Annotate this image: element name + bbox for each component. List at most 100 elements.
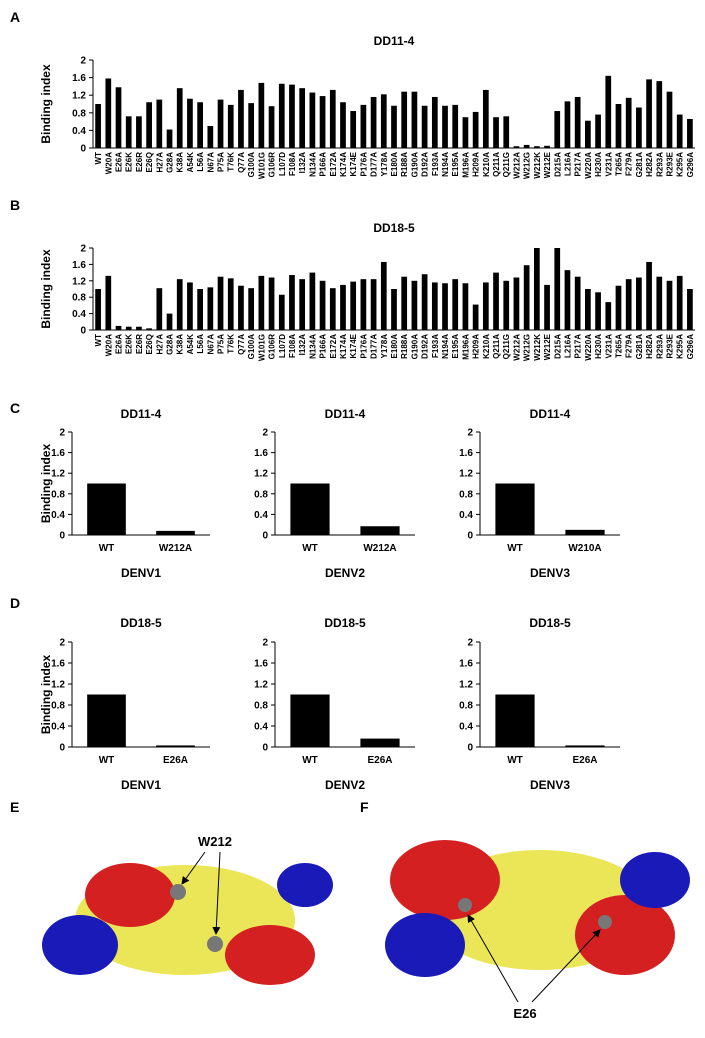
- y-tick-label: 0.4: [459, 510, 473, 521]
- bar: [350, 281, 357, 330]
- x-tick-label: E180A: [390, 334, 399, 359]
- bar: [625, 279, 632, 330]
- y-tick-label: 1.2: [254, 469, 268, 480]
- bar: [482, 282, 489, 330]
- x-tick-label: Q211G: [502, 334, 511, 359]
- x-tick-label: G106R: [268, 152, 277, 178]
- x-tick-label: R293A: [655, 334, 664, 359]
- x-tick-label: W212A: [159, 543, 192, 554]
- bar: [523, 265, 530, 330]
- y-tick-label: 1.6: [459, 659, 473, 670]
- bar: [125, 326, 132, 330]
- bar: [482, 89, 489, 148]
- bar: [615, 285, 622, 330]
- bar: [564, 101, 571, 148]
- x-tick-label: W212E: [543, 151, 552, 178]
- x-tick-label: E26A: [115, 334, 124, 354]
- bar: [299, 88, 306, 148]
- x-tick-label: E26A: [572, 755, 597, 766]
- bar: [564, 270, 571, 330]
- x-tick-label: Y178A: [380, 152, 389, 177]
- x-tick-label: P166A: [319, 334, 328, 359]
- y-tick-label: 0.4: [51, 510, 65, 521]
- bar: [227, 278, 234, 330]
- bar: [666, 91, 673, 148]
- x-tick-label: G296A: [686, 152, 695, 178]
- bar: [248, 288, 255, 330]
- y-tick-label: 0.8: [72, 293, 86, 304]
- x-tick-label: G190A: [410, 152, 419, 178]
- x-tick-label: T265A: [614, 334, 623, 358]
- x-tick-label: T265A: [614, 152, 623, 176]
- y-tick-label: 1.2: [459, 469, 473, 480]
- x-tick-label: W212A: [512, 152, 521, 179]
- y-tick-label: 1.2: [459, 680, 473, 691]
- y-tick-label: 0.4: [72, 126, 86, 137]
- x-tick-label: P217A: [574, 334, 583, 359]
- bar: [95, 104, 101, 148]
- bar: [493, 117, 499, 148]
- bar: [319, 280, 326, 330]
- y-tick-label: 1.2: [254, 680, 268, 691]
- bar: [544, 284, 550, 330]
- y-axis-label: Binding index: [39, 444, 53, 524]
- bar: [319, 96, 326, 148]
- x-tick-label: Y178A: [380, 334, 389, 359]
- bar: [258, 82, 265, 148]
- bar: [585, 289, 591, 330]
- x-tick-label: N67A: [206, 334, 215, 355]
- bar: [197, 289, 203, 330]
- bar: [533, 146, 540, 148]
- y-tick-label: 2: [59, 638, 65, 649]
- x-tick-label: G28A: [166, 334, 175, 355]
- bar: [656, 81, 663, 148]
- x-tick-label: Q77A: [237, 334, 246, 355]
- bar: [401, 276, 408, 330]
- y-tick-label: 1.6: [459, 448, 473, 459]
- y-axis-label: Binding index: [39, 249, 53, 329]
- bar: [666, 280, 673, 330]
- x-tick-label: A54K: [186, 152, 195, 173]
- x-tick-label: W101G: [257, 152, 266, 179]
- bar: [156, 745, 195, 747]
- x-axis-label: DENV2: [325, 566, 365, 580]
- y-tick-label: 0: [262, 743, 268, 754]
- x-tick-label: R293E: [665, 333, 674, 358]
- x-tick-label: E195A: [451, 152, 460, 177]
- bar: [574, 96, 581, 148]
- x-tick-label: F193A: [431, 334, 440, 358]
- y-tick-label: 0: [80, 326, 86, 337]
- y-tick-label: 0: [59, 743, 65, 754]
- bar: [462, 283, 469, 330]
- bar: [615, 104, 622, 148]
- y-tick-label: 1.6: [72, 73, 86, 84]
- panel-label: B: [10, 197, 20, 213]
- x-tick-label: H282A: [645, 334, 654, 359]
- y-tick-label: 0.4: [254, 722, 268, 733]
- bar: [217, 99, 224, 148]
- x-tick-label: V231A: [604, 334, 613, 359]
- x-tick-label: W20A: [104, 334, 113, 356]
- x-tick-label: W220A: [584, 152, 593, 179]
- x-tick-label: H230A: [594, 152, 603, 177]
- x-tick-label: K38A: [176, 334, 185, 355]
- bar: [565, 745, 605, 747]
- bar: [360, 279, 367, 330]
- bar: [495, 694, 535, 747]
- x-tick-label: D215A: [553, 334, 562, 359]
- y-tick-label: 1.2: [51, 469, 65, 480]
- x-tick-label: M196A: [461, 152, 470, 178]
- structure-e: W212: [42, 834, 333, 985]
- x-tick-label: A54K: [186, 334, 195, 355]
- x-tick-label: W212A: [512, 334, 521, 361]
- x-tick-label: E26R: [135, 334, 144, 354]
- bar: [238, 89, 244, 148]
- bar: [125, 116, 132, 148]
- x-tick-label: N194A: [441, 152, 450, 177]
- x-tick-label: D177A: [370, 152, 379, 177]
- bar: [636, 107, 642, 148]
- chart-title: DD11-4: [121, 407, 162, 421]
- y-tick-label: 0.8: [254, 489, 268, 500]
- x-tick-label: L216A: [563, 152, 572, 176]
- y-tick-label: 1.2: [72, 91, 86, 102]
